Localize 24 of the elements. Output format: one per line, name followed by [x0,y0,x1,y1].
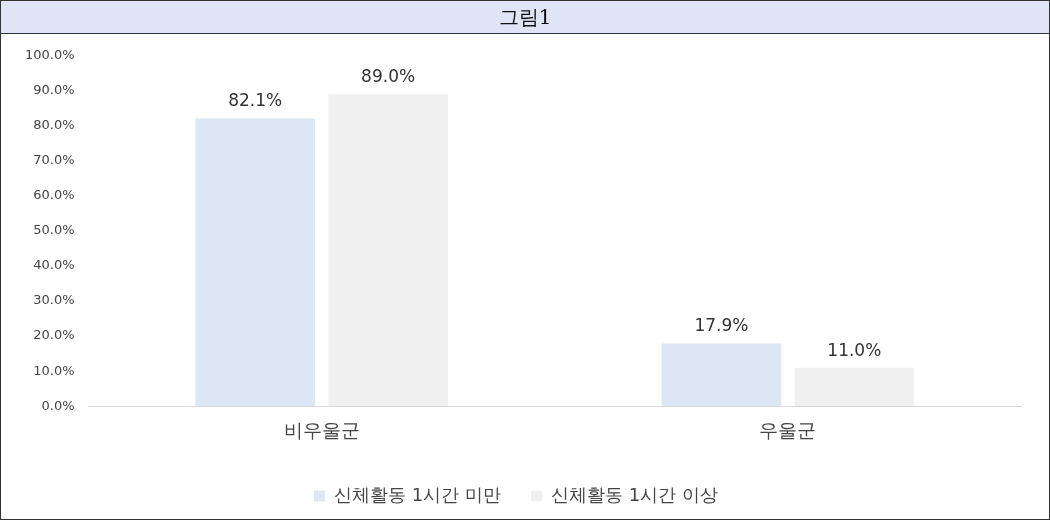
y-tick-label: 90.0% [33,82,75,98]
y-tick-label: 40.0% [33,257,75,273]
bar [195,118,316,407]
data-label: 17.9% [694,315,749,336]
y-tick-label: 30.0% [33,292,75,308]
y-tick-label: 0.0% [41,397,75,413]
y-tick-label: 80.0% [33,117,75,133]
legend-label: 신체활동 1시간 이상 [551,483,718,505]
bar [794,367,915,407]
y-tick-label: 60.0% [33,187,75,203]
x-tick-label: 비우울군 [283,418,360,441]
y-tick-label: 10.0% [33,362,75,378]
data-label: 11.0% [827,339,882,360]
x-tick-label: 우울군 [759,418,817,441]
legend-label: 신체활동 1시간 미만 [334,483,502,505]
y-tick-label: 20.0% [33,327,75,343]
data-label: 82.1% [228,90,283,111]
y-tick-label: 50.0% [33,222,75,238]
bar [661,343,782,407]
chart-title: 그림1 [1,1,1049,34]
data-label: 89.0% [361,66,416,87]
bar [328,94,448,407]
y-tick-label: 70.0% [33,152,75,168]
y-tick-label: 100.0% [24,47,75,63]
